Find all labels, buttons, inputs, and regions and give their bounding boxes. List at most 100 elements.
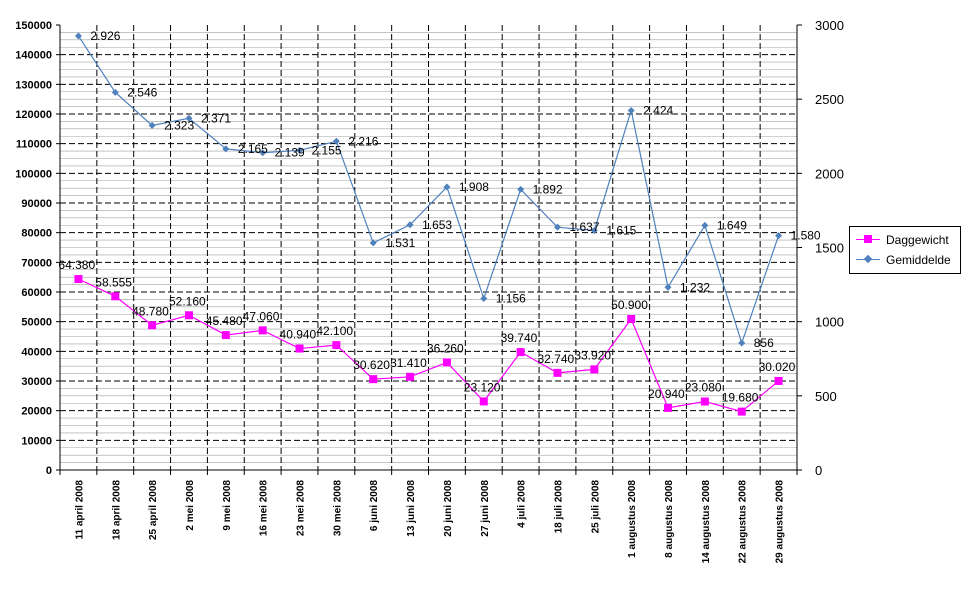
data-label-daggewicht: 48.780	[132, 304, 169, 318]
data-label-daggewicht: 52.160	[169, 294, 206, 308]
data-point-gemiddelde	[775, 232, 783, 240]
right-tick-label: 2000	[815, 166, 844, 181]
data-point-gemiddelde	[259, 149, 267, 157]
data-label-daggewicht: 19.680	[722, 391, 759, 405]
data-label-gemiddelde: 1.653	[422, 218, 452, 232]
data-point-gemiddelde	[406, 221, 414, 229]
right-tick-label: 0	[815, 463, 822, 478]
x-tick-label: 8 augustus 2008	[664, 480, 675, 558]
data-point-daggewicht	[369, 375, 378, 384]
left-tick-label: 60000	[21, 287, 52, 299]
data-label-daggewicht: 30.020	[759, 360, 796, 374]
data-label-daggewicht: 20.940	[648, 387, 685, 401]
left-tick-label: 0	[46, 465, 52, 477]
data-point-daggewicht	[664, 403, 673, 412]
data-point-daggewicht	[590, 365, 599, 374]
data-point-gemiddelde	[701, 221, 709, 229]
x-tick-label: 23 mei 2008	[296, 480, 307, 537]
data-label-gemiddelde: 1.232	[680, 280, 710, 294]
data-point-gemiddelde	[74, 32, 82, 40]
data-point-gemiddelde	[222, 145, 230, 153]
data-label-gemiddelde: 1.615	[606, 223, 636, 237]
diamond-marker-icon	[863, 254, 873, 264]
data-point-daggewicht	[627, 314, 636, 323]
data-label-daggewicht: 58.555	[95, 275, 132, 289]
data-label-gemiddelde: 1.156	[496, 292, 526, 306]
data-point-daggewicht	[295, 344, 304, 353]
data-point-daggewicht	[774, 376, 783, 385]
data-point-gemiddelde	[111, 88, 119, 96]
data-label-gemiddelde: 2.926	[90, 29, 120, 43]
left-tick-label: 10000	[21, 435, 52, 447]
data-point-daggewicht	[258, 326, 267, 335]
x-tick-label: 18 april 2008	[111, 480, 122, 540]
data-label-gemiddelde: 2.216	[348, 134, 378, 148]
data-label-gemiddelde: 1.637	[569, 220, 599, 234]
data-label-daggewicht: 42.100	[316, 324, 353, 338]
data-label-daggewicht: 33.920	[574, 348, 611, 362]
data-point-gemiddelde	[332, 137, 340, 145]
data-point-daggewicht	[479, 397, 488, 406]
data-label-daggewicht: 47.060	[243, 309, 280, 323]
data-label-daggewicht: 23.080	[685, 381, 722, 395]
data-label-gemiddelde: 2.371	[201, 111, 231, 125]
x-tick-label: 16 mei 2008	[259, 480, 270, 537]
grid-lines	[60, 25, 797, 470]
data-label-daggewicht: 39.740	[501, 331, 538, 345]
series-line-daggewicht	[78, 278, 779, 413]
legend-label-daggewicht: Daggewicht	[886, 233, 949, 247]
data-point-gemiddelde	[369, 239, 377, 247]
left-tick-label: 130000	[15, 79, 52, 91]
data-point-daggewicht	[516, 348, 525, 357]
square-marker-icon	[864, 235, 872, 243]
left-tick-label: 80000	[21, 228, 52, 240]
data-point-gemiddelde	[738, 339, 746, 347]
legend-label-gemiddelde: Gemiddelde	[886, 253, 951, 267]
x-tick-label: 20 juni 2008	[443, 480, 454, 537]
data-label-gemiddelde: 1.892	[533, 182, 563, 196]
series-line-gemiddelde	[77, 35, 780, 345]
x-tick-label: 18 juli 2008	[553, 480, 564, 534]
data-label-daggewicht: 31.410	[390, 356, 427, 370]
left-tick-label: 90000	[21, 198, 52, 210]
legend-item-daggewicht: Daggewicht	[850, 231, 960, 249]
data-point-daggewicht	[148, 321, 157, 330]
right-tick-label: 500	[815, 389, 837, 404]
data-point-gemiddelde	[185, 114, 193, 122]
x-tick-label: 30 mei 2008	[332, 480, 343, 537]
data-point-daggewicht	[221, 331, 230, 340]
series-layer	[74, 32, 783, 416]
data-label-daggewicht: 45.480	[206, 314, 243, 328]
data-label-daggewicht: 40.940	[280, 328, 317, 342]
data-label-gemiddelde: 2.323	[164, 118, 194, 132]
data-label-gemiddelde: 2.546	[127, 85, 157, 99]
left-tick-label: 110000	[16, 139, 52, 151]
x-tick-label: 22 augustus 2008	[738, 480, 749, 564]
x-tick-label: 9 mei 2008	[222, 480, 233, 531]
legend-item-gemiddelde: Gemiddelde	[850, 251, 960, 269]
tick-labels: 0100002000030000400005000060000700008000…	[15, 18, 844, 563]
data-point-gemiddelde	[480, 295, 488, 303]
data-point-daggewicht	[737, 407, 746, 416]
left-tick-label: 30000	[21, 376, 52, 388]
x-tick-label: 11 april 2008	[74, 480, 85, 540]
right-tick-label: 1500	[815, 241, 844, 256]
left-tick-label: 40000	[21, 346, 52, 358]
data-label-daggewicht: 23.120	[464, 380, 501, 394]
data-point-gemiddelde	[148, 121, 156, 129]
right-tick-label: 1000	[815, 315, 844, 330]
data-point-gemiddelde	[664, 283, 672, 291]
data-label-gemiddelde: 856	[754, 336, 774, 350]
data-point-gemiddelde	[296, 146, 304, 154]
data-point-daggewicht	[74, 275, 83, 284]
data-point-daggewicht	[184, 311, 193, 320]
data-point-gemiddelde	[590, 226, 598, 234]
data-point-gemiddelde	[627, 106, 635, 114]
data-label-gemiddelde: 2.424	[643, 103, 673, 117]
x-tick-label: 25 april 2008	[148, 480, 159, 540]
legend: Daggewicht Gemiddelde	[849, 226, 961, 274]
data-point-daggewicht	[406, 372, 415, 381]
data-label-gemiddelde: 2.139	[275, 146, 305, 160]
axes	[56, 24, 802, 475]
